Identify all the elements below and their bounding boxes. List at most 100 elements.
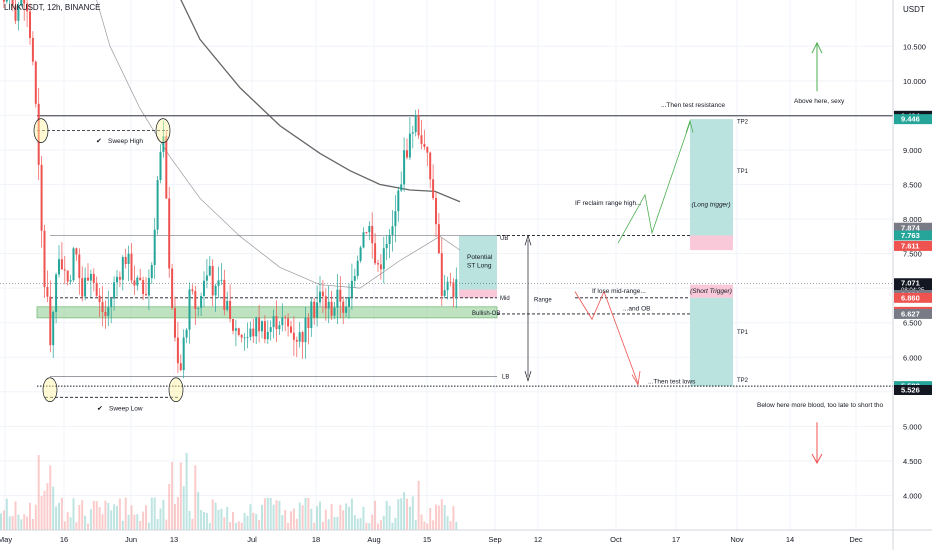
- candle-body: [278, 325, 281, 330]
- candle-body: [374, 243, 377, 264]
- volume-bar: [34, 504, 37, 530]
- candle-body: [426, 146, 429, 153]
- tp1-bottom-label: TP1: [737, 330, 749, 336]
- price-tick-label: 4.500: [903, 457, 922, 466]
- volume-bar: [208, 522, 211, 530]
- candle-body: [49, 296, 52, 346]
- volume-bar: [316, 506, 319, 530]
- volume-bar: [60, 497, 63, 530]
- candle-body: [84, 277, 87, 297]
- candle-body: [69, 280, 72, 282]
- candle-body: [179, 363, 182, 371]
- lb-label: LB: [502, 375, 509, 381]
- volume-bar: [81, 500, 84, 530]
- candle-body: [162, 136, 165, 152]
- candle-body: [350, 280, 353, 298]
- price-tag-box: [894, 308, 932, 319]
- moving-average-line: [96, 0, 461, 289]
- volume-bar: [211, 499, 214, 530]
- time-tick-label: Aug: [367, 535, 380, 544]
- volume-bar: [446, 516, 449, 530]
- candle-body: [429, 152, 432, 180]
- currency-label: USDT: [903, 5, 925, 14]
- volume-bar: [191, 518, 194, 530]
- volume-bar: [124, 497, 127, 530]
- tp2-bottom-label: TP2: [737, 378, 749, 384]
- annotation-zones: [36, 119, 733, 387]
- volume-bar: [194, 465, 197, 530]
- candle-body: [348, 297, 350, 307]
- candle-body: [362, 232, 365, 248]
- candle-body: [307, 317, 310, 328]
- volume-bar: [400, 498, 403, 530]
- volume-bar: [307, 497, 310, 530]
- candle-body: [368, 225, 371, 233]
- volume-bar: [26, 516, 29, 530]
- volume-bar: [319, 501, 321, 530]
- price-tag-label: 7.874: [901, 223, 921, 232]
- candle-body: [281, 317, 284, 326]
- candle-body: [452, 282, 455, 297]
- candle-body: [14, 5, 17, 21]
- volume-bar: [69, 517, 72, 530]
- volume-bar: [290, 511, 292, 530]
- candle-body: [313, 301, 316, 318]
- volume-bar: [37, 455, 40, 530]
- volume-bar: [377, 523, 379, 530]
- candle-body: [339, 289, 342, 302]
- volume-bar: [435, 504, 437, 530]
- price-tag-label: 7.763: [901, 231, 920, 240]
- volume-bar: [249, 504, 252, 530]
- volume-bar: [362, 506, 365, 530]
- price-tick-label: 7.500: [903, 250, 922, 259]
- price-tick-label: 8.500: [903, 181, 922, 190]
- candle-body: [159, 151, 162, 180]
- volume-bar: [8, 516, 11, 530]
- volume-bar: [72, 498, 75, 530]
- volume-bar: [159, 508, 162, 530]
- moving-average-line: [180, 0, 461, 203]
- volume-bar: [368, 523, 371, 530]
- volume-bar: [237, 521, 240, 530]
- candle-body: [2, 0, 5, 2]
- volume-bar: [408, 506, 411, 530]
- volume-bar: [374, 500, 377, 530]
- candle-body: [147, 278, 150, 296]
- time-tick-label: Dec: [849, 535, 863, 544]
- volume-bar: [223, 517, 226, 530]
- tp1-top-label: TP1: [737, 169, 749, 175]
- candle-body: [55, 274, 58, 312]
- volume-bar: [455, 521, 458, 530]
- volume-bar: [147, 522, 150, 530]
- volume-bar: [432, 520, 435, 530]
- volume-bar: [92, 500, 95, 530]
- candle-body: [5, 0, 8, 2]
- candle-body: [321, 291, 324, 297]
- volume-bar: [226, 506, 229, 530]
- volume-bar: [40, 495, 43, 530]
- candle-body: [211, 265, 214, 296]
- price-tick-label: 10.500: [903, 42, 926, 51]
- candle-body: [220, 279, 223, 281]
- candle-body: [174, 308, 176, 338]
- volume-bar: [217, 509, 220, 530]
- volume-bar: [330, 503, 333, 530]
- candle-body: [420, 135, 423, 144]
- candle-body: [139, 277, 142, 281]
- volume-bar: [200, 509, 203, 530]
- volume-bar: [252, 512, 255, 530]
- candle-body: [197, 307, 200, 310]
- price-tick-label: 10.000: [903, 77, 926, 86]
- candle-body: [310, 301, 313, 328]
- volume-bar: [382, 515, 385, 530]
- candle-body: [324, 296, 327, 309]
- candle-body: [37, 103, 40, 165]
- candle-body: [319, 291, 321, 303]
- candle-body: [200, 295, 203, 308]
- price-tag-box: [894, 292, 932, 303]
- candle-body: [142, 280, 145, 295]
- volume-bar: [298, 502, 301, 530]
- candle-body: [237, 328, 240, 335]
